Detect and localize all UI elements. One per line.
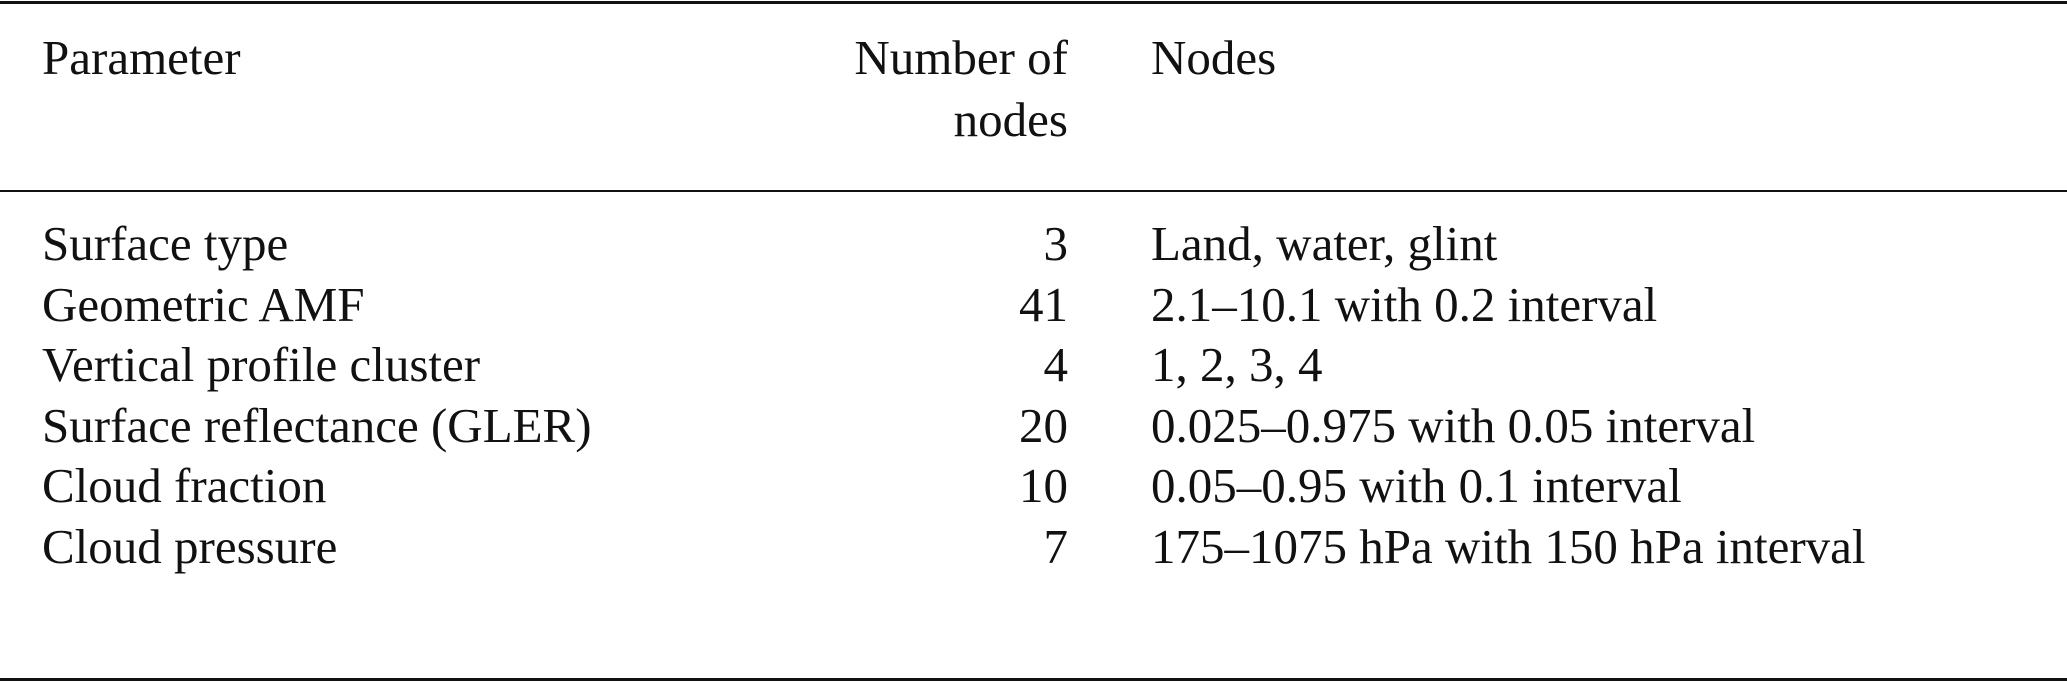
header-nodes: Nodes (1151, 30, 1277, 85)
row-parameter: Vertical profile cluster (42, 337, 481, 393)
top-rule (0, 1, 2067, 4)
row-count: 10 (1019, 458, 1068, 514)
row-nodes: 0.025–0.975 with 0.05 interval (1151, 397, 1756, 453)
row-count: 20 (1019, 397, 1068, 453)
row-count: 7 (1043, 519, 1069, 574)
bottom-rule (0, 678, 2067, 681)
row-nodes: 0.05–0.95 with 0.1 interval (1151, 458, 1682, 514)
row-nodes: Land, water, glint (1151, 216, 1498, 271)
row-parameter: Geometric AMF (42, 276, 365, 332)
row-nodes: 2.1–10.1 with 0.2 interval (1151, 276, 1658, 332)
row-nodes: 1, 2, 3, 4 (1151, 337, 1323, 393)
mid-rule (0, 190, 2067, 192)
header-parameter: Parameter (42, 30, 241, 85)
row-count: 3 (1043, 216, 1069, 271)
header-count-line2: nodes (953, 92, 1068, 147)
row-parameter: Cloud fraction (42, 458, 327, 514)
row-parameter: Cloud pressure (42, 519, 338, 574)
header-count-line1: Number of (854, 30, 1068, 85)
row-parameter: Surface type (42, 216, 289, 271)
row-count: 41 (1019, 276, 1068, 332)
row-count: 4 (1043, 337, 1069, 393)
row-nodes: 175–1075 hPa with 150 hPa interval (1151, 519, 1866, 574)
row-parameter: Surface reflectance (GLER) (42, 397, 592, 453)
